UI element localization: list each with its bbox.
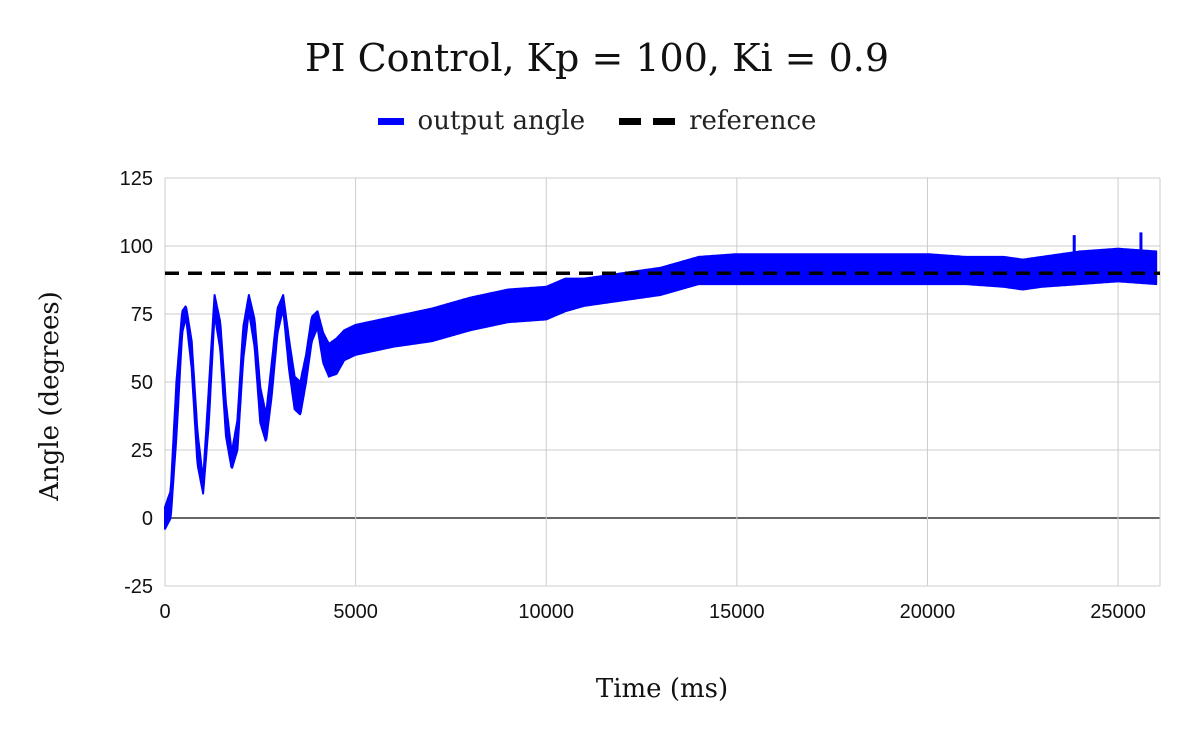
y-tick-label: 0	[142, 508, 153, 530]
legend-item-reference[interactable]: reference	[619, 106, 816, 136]
x-axis-label: Time (ms)	[596, 674, 728, 704]
y-tick-label: 25	[131, 440, 153, 462]
y-tick-label: 50	[131, 372, 153, 394]
y-tick-label: 100	[120, 236, 153, 258]
y-tick-label: 75	[131, 304, 153, 326]
legend-swatch-output-angle	[377, 117, 404, 125]
series-layer	[164, 232, 1160, 530]
y-axis-label: Angle (degrees)	[35, 291, 65, 502]
series-output-angle	[164, 232, 1158, 530]
x-tick-labels: 0 5000 10000 15000 20000 25000	[159, 601, 1145, 623]
legend: output angle reference	[0, 106, 1194, 136]
legend-label-output-angle: output angle	[417, 106, 586, 136]
x-tick-label: 20000	[900, 601, 956, 623]
chart-title: PI Control, Kp = 100, Ki = 0.9	[304, 36, 890, 80]
grid-lines	[164, 177, 1161, 587]
x-tick-label: 5000	[333, 601, 378, 623]
y-tick-label: 125	[120, 168, 153, 190]
output-angle-oscillation	[328, 248, 1157, 376]
x-tick-label: 25000	[1090, 601, 1146, 623]
y-tick-labels: -25 0 25 50 75 100 125	[120, 168, 153, 598]
x-tick-label: 15000	[709, 601, 765, 623]
output-angle-envelope	[164, 247, 1158, 530]
x-tick-label: 10000	[518, 601, 574, 623]
legend-item-output-angle[interactable]: output angle	[377, 106, 586, 136]
y-tick-label: -25	[124, 576, 153, 598]
legend-label-reference: reference	[689, 106, 817, 136]
x-tick-label: 0	[159, 601, 170, 623]
legend-swatch-reference	[619, 117, 676, 125]
